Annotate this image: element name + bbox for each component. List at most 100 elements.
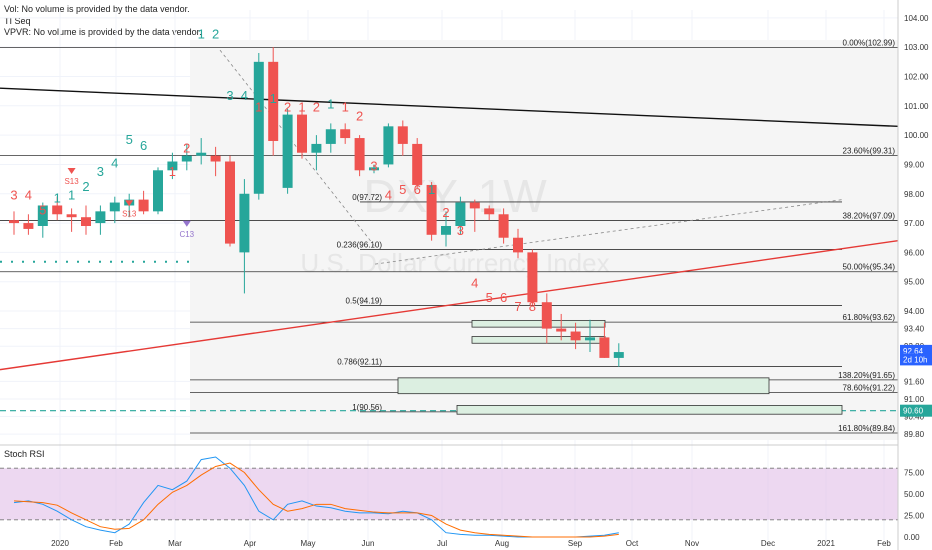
seq-count-26: 5: [399, 182, 406, 197]
candle-body-21: [311, 143, 322, 153]
seq-count-35: 8: [529, 299, 536, 314]
seq-count-8: 5: [126, 132, 133, 147]
seq-count-17: 1: [270, 91, 277, 106]
rsi-tick-3: 0.00: [904, 533, 920, 542]
candle-body-9: [138, 199, 149, 212]
candle-body-25: [369, 167, 379, 171]
price-badge-text-1: 2d 10h: [903, 355, 927, 364]
seq-count-25: 4: [385, 188, 392, 203]
fib-label-5: 138.20%(91.65): [838, 371, 895, 380]
time-tick-10: Nov: [685, 539, 699, 548]
price-tick-5: 99.00: [904, 160, 925, 169]
seq-count-27: 6: [414, 182, 421, 197]
candle-body-32: [469, 202, 480, 209]
rsi-d-line: [13, 462, 619, 538]
setup-label-0: S13: [64, 177, 79, 186]
fib-label-7: 161.80%(89.84): [838, 424, 895, 433]
candle-body-19: [282, 114, 293, 188]
fib-label-2: 38.20%(97.09): [843, 211, 896, 220]
seq-count-15: 4: [241, 88, 248, 103]
rsi-tick-0: 75.00: [904, 469, 925, 478]
seq-count-30: 3: [457, 223, 464, 238]
candle-body-7: [109, 202, 120, 212]
setup-arrow-1: [125, 200, 134, 207]
price-tick-8: 96.00: [904, 248, 925, 257]
rsi-title: Stoch RSI: [4, 449, 45, 459]
time-tick-0: 2020: [51, 539, 69, 548]
candle-body-2: [37, 205, 48, 226]
fib-label-6: 78.60%(91.22): [843, 384, 896, 393]
rsi-k-line: [13, 456, 619, 538]
setup-arrow-0: [67, 168, 76, 175]
watermark-name: U.S. Dollar Currency Index: [300, 248, 609, 278]
candle-body-3: [52, 205, 63, 215]
price-tick-0: 104.00: [904, 14, 929, 23]
target-box-0: [471, 319, 606, 328]
candle-body-38: [556, 328, 567, 332]
candle-body-28: [412, 143, 423, 185]
candle-body-13: [196, 152, 207, 156]
seq-count-7: 4: [111, 155, 118, 170]
time-tick-6: Jul: [437, 539, 447, 548]
seq-count-14: 3: [226, 88, 233, 103]
seq-count-16: 1: [255, 100, 262, 115]
seq-count-29: 2: [442, 205, 449, 220]
seq-count-5: 2: [82, 179, 89, 194]
setup-label-1: S13: [122, 209, 137, 218]
candle-body-15: [225, 161, 235, 244]
seq-count-32: 5: [486, 290, 493, 305]
candle-body-29: [426, 184, 437, 235]
vol-info: Vol: No volume is provided by the data v…: [4, 4, 190, 14]
seq-count-23: 2: [356, 108, 363, 123]
price-badge-text-0: 92.64: [903, 347, 924, 356]
rsi-band: [0, 468, 898, 520]
seq-count-0: 3: [10, 188, 17, 203]
target-box-3: [456, 405, 843, 415]
seq-count-31: 4: [471, 276, 478, 291]
price-tick-14: 91.00: [904, 395, 925, 404]
seq-count-24: 3: [370, 158, 377, 173]
fib-inner-label-3: 0.786(92.11): [337, 357, 382, 366]
time-tick-7: Aug: [495, 539, 509, 548]
price-tick-15: 90.40: [904, 413, 925, 422]
seq-count-1: 4: [25, 188, 32, 203]
fib-inner-label-0: 0(97.72): [352, 193, 382, 202]
candle-body-33: [484, 208, 495, 215]
seq-count-19: 1: [298, 100, 305, 115]
tiseq-info: TI Seq: [4, 16, 31, 26]
candle-body-35: [513, 237, 523, 253]
volume-profile-shade: [190, 40, 898, 440]
target-box-2: [397, 377, 770, 395]
candle-body-30: [441, 226, 451, 235]
seq-count-3: 1: [54, 191, 61, 206]
time-tick-11: Dec: [761, 539, 775, 548]
candle-body-36: [527, 252, 538, 303]
price-badge-2: [900, 404, 932, 417]
candle-body-5: [81, 217, 91, 226]
seq-count-22: 1: [342, 100, 349, 115]
price-axis[interactable]: 75.00 50.00 25.00 0.00 104.00 103.00 102.00 101…: [897, 0, 932, 550]
candle-body-12: [181, 155, 192, 162]
trend-lines: [0, 49, 899, 412]
time-tick-2: Mar: [168, 539, 182, 548]
price-tick-10: 94.00: [904, 307, 925, 316]
time-axis[interactable]: 2020 Feb Mar Apr May Jun Jul Aug Sep Oct Nov Dec 202…: [51, 539, 891, 548]
price-tick-3: 101.00: [904, 102, 929, 111]
price-tick-9: 95.00: [904, 278, 925, 287]
seq-count-34: 7: [514, 299, 521, 314]
vpvr-area: [190, 40, 898, 440]
candle-body-6: [95, 211, 106, 224]
time-tick-3: Apr: [244, 539, 257, 548]
candle-body-24: [354, 138, 365, 171]
candle-body-4: [66, 214, 77, 218]
price-tick-16: 89.80: [904, 430, 925, 439]
seq-count-33: 6: [500, 290, 507, 305]
fib-inner-label-4: 1(90.56): [352, 403, 382, 412]
seq-count-28: 1: [428, 182, 435, 197]
time-tick-5: Jun: [362, 539, 375, 548]
price-tick-4: 100.00: [904, 131, 929, 140]
candle-body-41: [599, 337, 610, 358]
candles: [9, 47, 624, 367]
